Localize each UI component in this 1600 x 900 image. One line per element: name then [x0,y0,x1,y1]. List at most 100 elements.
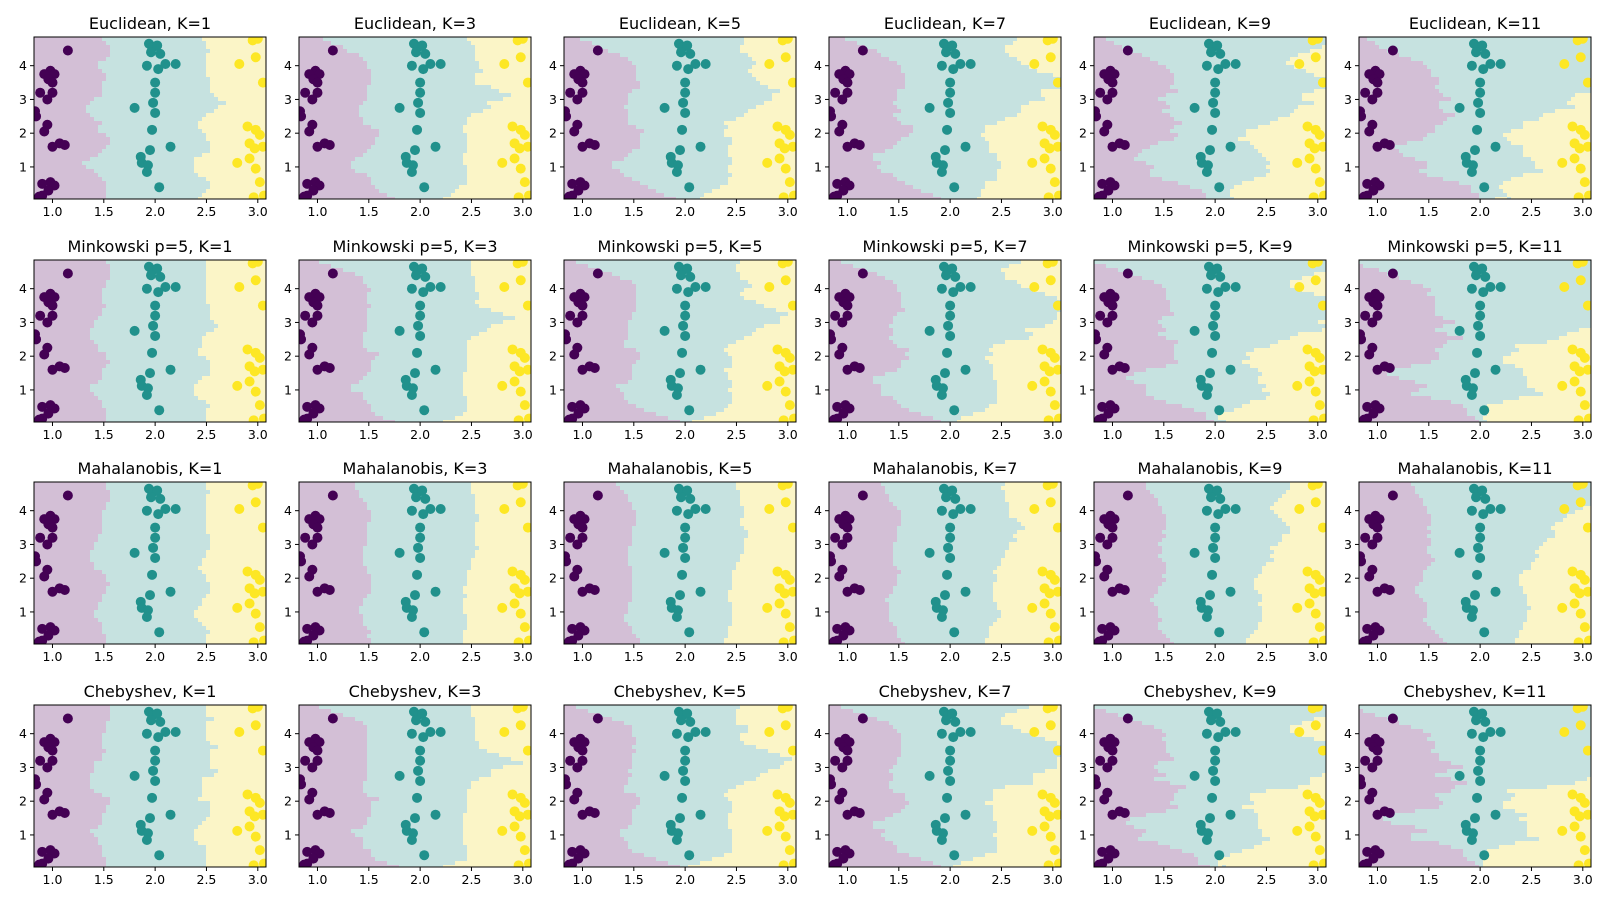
decision-region-cell [564,328,629,333]
scatter-point-class2 [507,121,518,132]
scatter-point-class2 [514,811,525,822]
x-tick-label: 1.0 [1103,649,1123,664]
decision-region-cell [829,41,858,46]
scatter-point-class0 [35,310,46,321]
y-tick-label: 2 [1079,349,1087,364]
decision-region-cell [1162,109,1295,114]
decision-region-cell [34,77,107,82]
decision-region-cell [829,749,902,754]
scatter-point-class2 [1310,386,1321,397]
decision-region-cell [1094,530,1163,535]
decision-region-cell [1359,157,1416,162]
scatter-point-class2 [784,129,795,140]
scatter-point-class1 [1478,509,1489,520]
decision-region-cell [1314,272,1326,277]
decision-region-cell [1575,781,1591,786]
decision-region-cell [1359,558,1436,563]
x-tick-label: 2.5 [1257,872,1277,887]
decision-region-cell [106,356,207,361]
decision-region-cell [608,49,741,54]
scatter-point-class1 [1210,77,1221,88]
decision-region-cell [367,749,488,754]
decision-region-cell [732,614,796,619]
decision-region-cell [299,404,372,409]
decision-region-cell [1021,105,1061,110]
decision-region-cell [299,530,368,535]
scatter-point-class2 [1308,637,1319,644]
decision-region-cell [1411,482,1591,487]
scatter-point-class1 [690,504,701,514]
decision-region-cell [989,630,1061,635]
decision-region-cell [744,296,796,301]
decision-region-cell [1359,813,1384,818]
scatter-point-class2 [1559,282,1570,292]
decision-region-cell [829,125,914,130]
decision-region-cell [206,725,266,730]
decision-region-cell [206,57,266,62]
decision-region-cell [299,618,364,623]
decision-region-cell [736,709,796,714]
decision-region-cell [1359,276,1400,281]
decision-region [1094,482,1326,644]
scatter-point-class2 [515,386,526,397]
scatter-point-class2 [515,497,526,508]
scatter-point-class1 [1475,755,1486,766]
decision-region-cell [1094,197,1207,199]
x-tick-label: 1.0 [838,427,858,442]
scatter-point-class0 [1362,178,1373,189]
scatter-point-class2 [1314,845,1325,856]
decision-region-cell [1359,574,1424,579]
decision-region-cell [198,125,266,130]
decision-region-cell [728,165,796,170]
decision-region-cell [210,586,266,591]
decision-region-cell [102,598,203,603]
scatter-point-class1 [1475,107,1486,118]
decision-region-cell [853,709,1018,714]
decision-region-cell [564,280,633,285]
decision-region-cell [845,37,1018,42]
decision-region-cell [1387,372,1524,377]
decision-region-cell [981,193,1061,198]
decision-region-cell [1094,89,1179,94]
decision-region-cell [299,93,368,98]
scatter-point-class2 [1575,163,1586,174]
decision-region-cell [198,173,266,178]
decision-region-cell [897,177,998,182]
decision-region-cell [564,105,625,110]
x-tick-label: 3.0 [778,427,798,442]
decision-region-cell [829,117,898,122]
x-tick-label: 1.5 [1419,649,1439,664]
decision-region-cell [901,300,1061,305]
decision-region-cell [564,153,629,158]
decision-region-cell [1094,761,1159,766]
axes-frame [563,259,797,423]
decision-region-cell [993,594,1061,599]
decision-region-cell [1094,117,1175,122]
decision-region-cell [1094,865,1211,867]
scatter-point-class1 [418,509,429,520]
scatter-point-class2 [762,825,773,836]
decision-region-cell [102,813,211,818]
decision-region-cell [1431,288,1591,293]
scatter-point-class2 [250,52,261,63]
decision-region-cell [632,316,781,321]
decision-region-cell [564,562,629,567]
decision-region-cell [564,606,629,611]
scatter-point-class1 [150,310,161,321]
decision-region-cell [1094,272,1131,277]
subplot-title: Minkowski p=5, K=7 [862,237,1027,256]
scatter-point-class1 [690,282,701,292]
x-tick-label: 2.0 [675,872,695,887]
scatter-point-class2 [1574,588,1585,599]
decision-region-cell [829,482,882,487]
x-tick-label: 1.5 [359,204,379,219]
scatter-point-class2 [507,789,518,800]
decision-region-cell [564,733,633,738]
scatter-point-class2 [1045,386,1056,397]
decision-region-cell [1246,129,1326,134]
decision-region-cell [1555,534,1591,539]
decision-region-cell [1359,340,1448,345]
decision-region-cell [829,853,910,858]
decision-region-cell [367,761,524,766]
decision-region-cell [471,272,531,277]
